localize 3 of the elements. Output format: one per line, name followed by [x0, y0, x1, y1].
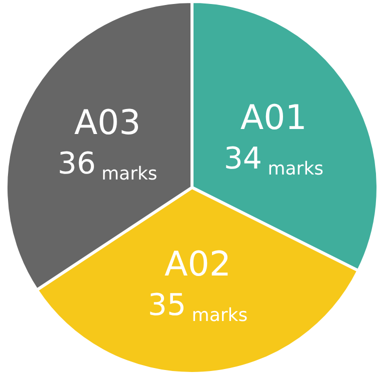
slice-label: A01: [240, 98, 307, 138]
slice-label: A02: [164, 244, 232, 284]
slice-label: A03: [74, 103, 141, 144]
